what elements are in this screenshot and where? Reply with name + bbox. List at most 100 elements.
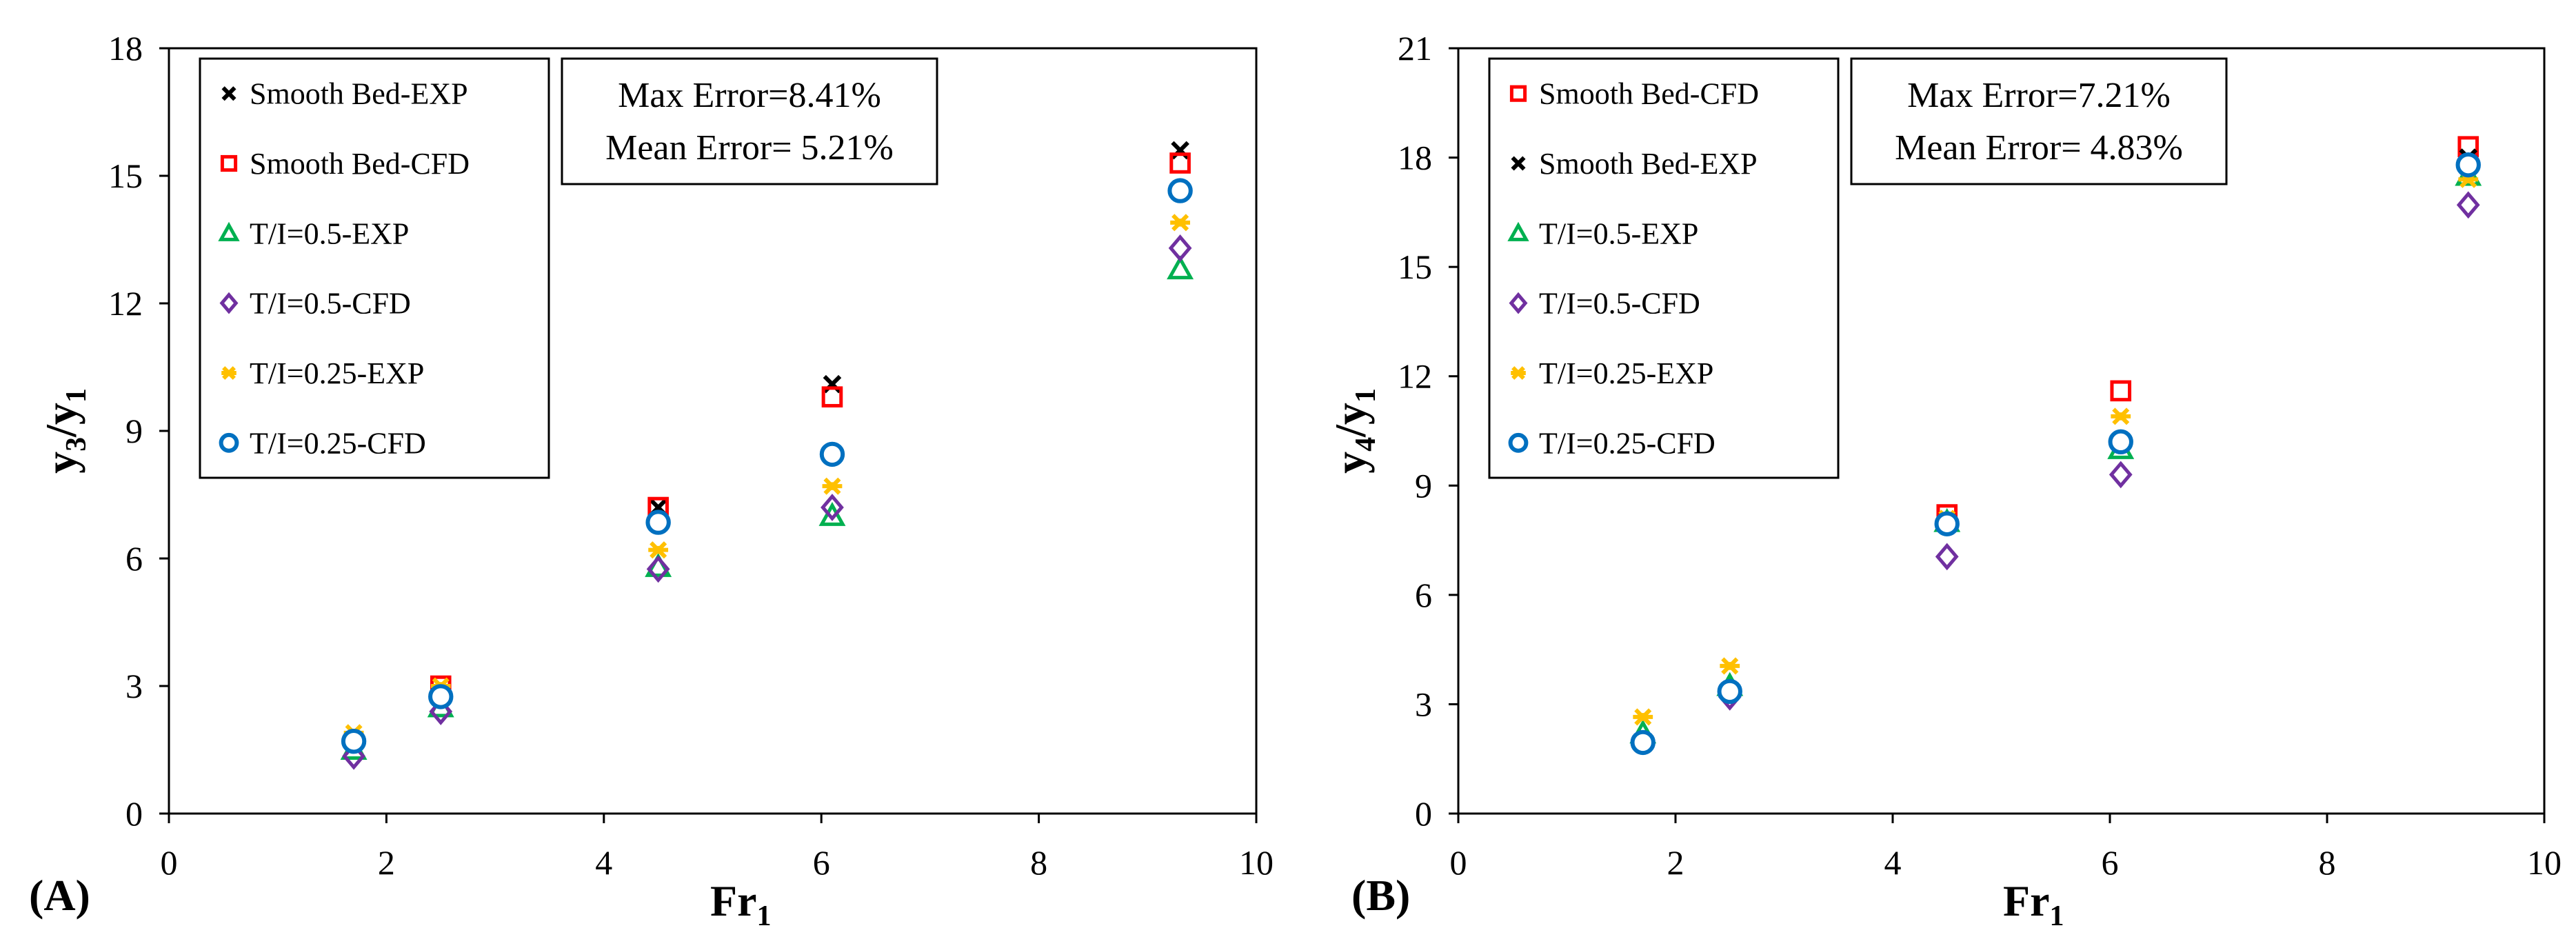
error-box: Max Error=8.41% Mean Error= 5.21% xyxy=(561,57,938,185)
error-box-frame xyxy=(1850,57,2228,185)
series-smooth-bed-exp xyxy=(649,141,1189,517)
y-tick-label: 21 xyxy=(1398,29,1432,68)
data-point xyxy=(1167,178,1193,203)
legend-label: Smooth Bed-EXP xyxy=(250,77,468,111)
data-point xyxy=(1717,678,1742,705)
plot-area xyxy=(1457,47,2546,815)
data-point xyxy=(819,441,845,467)
mean-error-text: Mean Error= 5.21% xyxy=(605,128,894,168)
series-t-i-0-25-cfd xyxy=(341,178,1193,754)
legend-marker xyxy=(219,432,239,453)
data-point xyxy=(1633,708,1653,726)
legend: Smooth Bed-EXP Smooth Bed-CFD T/I=0.5-EXP T… xyxy=(199,57,550,479)
y-tick-label: 18 xyxy=(1398,139,1432,177)
max-error-text: Max Error=8.41% xyxy=(618,76,881,115)
legend-label: T/I=0.25-CFD xyxy=(1539,426,1715,460)
legend-label: T/I=0.25-EXP xyxy=(1539,356,1713,390)
y-tick-label: 0 xyxy=(1415,794,1432,833)
x-tick-label: 6 xyxy=(813,843,830,882)
x-tick-label: 0 xyxy=(161,843,178,882)
x-tick-label: 6 xyxy=(2102,843,2119,882)
y-tick-label: 12 xyxy=(1398,357,1432,396)
x-tick-label: 8 xyxy=(1030,843,1047,882)
x-tick-label: 4 xyxy=(1884,843,1902,882)
data-point xyxy=(2110,380,2132,402)
y-tick-label: 9 xyxy=(1415,466,1432,505)
y-tick-label: 15 xyxy=(108,157,143,195)
legend-label: Smooth Bed-CFD xyxy=(250,147,470,181)
x-tick-label: 8 xyxy=(2319,843,2336,882)
y-tick-label: 0 xyxy=(125,794,143,833)
x-axis-label: Fr1 xyxy=(710,876,772,932)
legend-label: T/I=0.5-EXP xyxy=(250,216,409,250)
legend-marker xyxy=(221,86,237,101)
data-point xyxy=(1935,543,1959,571)
max-error-text: Max Error=7.21% xyxy=(1907,76,2171,115)
legend-marker xyxy=(218,221,240,241)
data-point xyxy=(2455,152,2481,178)
data-point xyxy=(646,555,670,583)
x-tick-label: 2 xyxy=(1667,843,1684,882)
data-point xyxy=(821,386,843,407)
legend-label: T/I=0.5-EXP xyxy=(1539,216,1698,250)
legend-marker xyxy=(1511,366,1526,380)
legend-marker xyxy=(1508,432,1529,453)
legend-marker xyxy=(1511,156,1526,171)
error-box-frame xyxy=(561,57,938,185)
data-point xyxy=(341,728,367,754)
data-point xyxy=(2456,191,2480,219)
data-point xyxy=(2109,461,2133,489)
data-point xyxy=(1168,234,1192,262)
x-tick-label: 0 xyxy=(1450,843,1467,882)
x-tick-label: 2 xyxy=(378,843,395,882)
y-axis-label: y3/y1 xyxy=(37,388,92,474)
legend-marker xyxy=(220,154,238,172)
panel-label: (A) xyxy=(29,871,90,920)
legend-marker xyxy=(1509,292,1528,314)
legend-marker xyxy=(1509,85,1527,102)
legend-label: T/I=0.5-CFD xyxy=(1539,287,1700,321)
legend-marker xyxy=(1507,221,1529,241)
legend-label: Smooth Bed-CFD xyxy=(1539,77,1759,111)
data-point xyxy=(2108,429,2133,455)
x-tick-label: 4 xyxy=(595,843,612,882)
legend-box xyxy=(1488,57,1840,479)
mean-error-text: Mean Error= 4.83% xyxy=(1895,128,2183,168)
data-point xyxy=(429,698,453,725)
y-tick-label: 3 xyxy=(125,667,143,705)
series-t-i-0-25-cfd xyxy=(1630,152,2481,756)
legend-label: T/I=0.25-CFD xyxy=(250,426,426,460)
data-point xyxy=(1720,657,1740,675)
legend-label: Smooth Bed-EXP xyxy=(1539,147,1758,181)
y-tick-label: 15 xyxy=(1398,248,1432,286)
legend-box xyxy=(199,57,550,479)
y-tick-label: 6 xyxy=(125,539,143,578)
error-box: Max Error=7.21% Mean Error= 4.83% xyxy=(1850,57,2228,185)
x-tick-label: 10 xyxy=(2527,843,2562,882)
chart-panel-b: 0 3 6 9 12 15 18 21 0 2 4 6 8 10 Fr1 y4/y1 (B) Smooth Bed… xyxy=(1326,29,2562,932)
data-point xyxy=(1167,255,1194,280)
data-point xyxy=(1934,511,1960,536)
legend-label: T/I=0.25-EXP xyxy=(250,356,424,390)
legend: Smooth Bed-CFD Smooth Bed-EXP T/I=0.5-EXP T… xyxy=(1488,57,1840,479)
x-axis-label: Fr1 xyxy=(2003,876,2064,932)
data-point xyxy=(428,684,454,709)
data-point xyxy=(2458,170,2479,188)
data-point xyxy=(1169,152,1191,174)
legend-label: T/I=0.5-CFD xyxy=(250,287,411,321)
data-point xyxy=(821,494,844,521)
chart-panel-a: 0 3 6 9 12 15 18 0 2 4 6 8 10 Fr1 y3/y1 (A) Smooth Bed-E… xyxy=(29,29,1274,932)
data-point xyxy=(1170,214,1191,232)
y-tick-label: 6 xyxy=(1415,576,1432,614)
data-point xyxy=(648,541,669,559)
data-point xyxy=(822,477,843,495)
y-tick-label: 3 xyxy=(1415,685,1432,723)
x-tick-label: 10 xyxy=(1239,843,1274,882)
legend-marker xyxy=(219,292,239,314)
y-tick-label: 9 xyxy=(125,412,143,450)
legend-marker xyxy=(221,366,237,380)
panel-label: (B) xyxy=(1351,871,1410,920)
y-axis-label: y4/y1 xyxy=(1326,388,1382,474)
data-point xyxy=(2111,407,2131,425)
